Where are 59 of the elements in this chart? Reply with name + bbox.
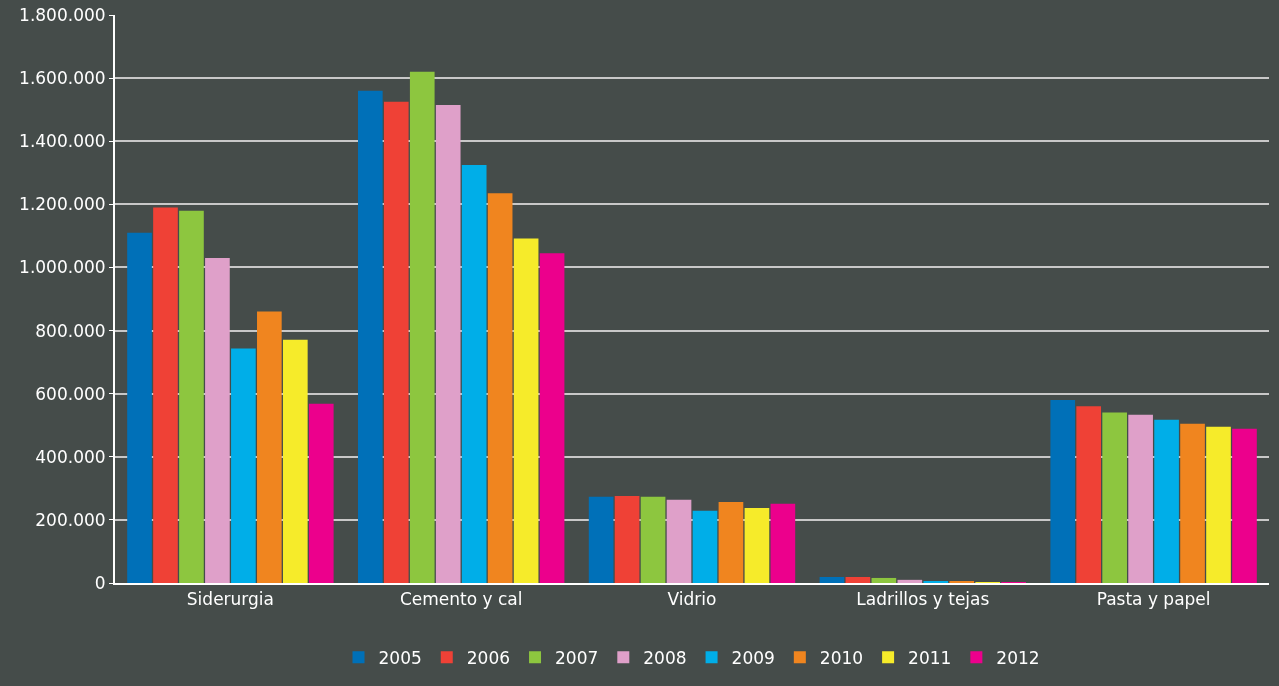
- bar: [692, 510, 718, 583]
- bar: [1102, 412, 1127, 583]
- bar: [1050, 399, 1076, 583]
- bar: [1076, 406, 1102, 583]
- bar: [179, 210, 204, 583]
- bar: [461, 164, 487, 583]
- legend-label: 2012: [996, 647, 1040, 668]
- bar: [1154, 419, 1179, 583]
- y-tick-label: 1.000.000: [19, 257, 106, 278]
- y-tick-label: 1.600.000: [19, 68, 106, 89]
- bar: [282, 339, 308, 583]
- x-tick-label: Ladrillos y tejas: [856, 589, 990, 610]
- bar: [588, 496, 614, 583]
- bar: [308, 403, 334, 583]
- bar: [744, 507, 770, 583]
- y-tick-label: 200.000: [35, 509, 106, 530]
- legend-label: 2009: [731, 647, 775, 668]
- bar: [257, 311, 282, 583]
- bar: [897, 579, 923, 583]
- bar: [539, 253, 565, 583]
- y-tick-label: 800.000: [35, 320, 106, 341]
- y-tick-label: 0: [94, 572, 106, 593]
- bar: [819, 577, 845, 583]
- x-tick-label: Siderurgia: [186, 589, 274, 610]
- bar: [871, 577, 897, 583]
- bar: [1128, 414, 1153, 583]
- bar: [666, 499, 692, 583]
- y-tick-label: 1.400.000: [19, 131, 106, 152]
- legend-label: 2008: [643, 647, 687, 668]
- bar: [205, 257, 230, 583]
- bar: [383, 101, 409, 583]
- bar: [127, 232, 152, 583]
- bar: [409, 71, 435, 583]
- bar: [845, 577, 871, 583]
- x-tick-label: Cemento y cal: [399, 589, 523, 610]
- bar: [718, 501, 744, 583]
- bar: [487, 193, 513, 583]
- y-tick-label: 1.200.000: [19, 194, 106, 215]
- y-tick-label: 1.800.000: [19, 4, 106, 25]
- legend-label: 2007: [555, 647, 599, 668]
- y-tick-label: 600.000: [35, 383, 106, 404]
- bar: [1232, 428, 1257, 583]
- bar: [357, 90, 383, 583]
- y-tick-label: 400.000: [35, 446, 106, 467]
- legend-label: 2006: [466, 647, 511, 668]
- bar: [153, 207, 178, 583]
- legend-label: 2010: [819, 647, 864, 668]
- bar: [770, 503, 796, 583]
- x-tick-label: Vidrio: [667, 589, 717, 610]
- bar: [513, 238, 539, 583]
- bar: [1206, 426, 1231, 583]
- legend-label: 2005: [378, 647, 422, 668]
- x-tick-label: Pasta y papel: [1096, 589, 1211, 610]
- bar: [1180, 423, 1205, 583]
- bar: [231, 348, 256, 583]
- bar: [435, 104, 461, 583]
- legend-label: 2011: [908, 647, 952, 668]
- bar: [614, 495, 640, 583]
- bar: [640, 496, 666, 583]
